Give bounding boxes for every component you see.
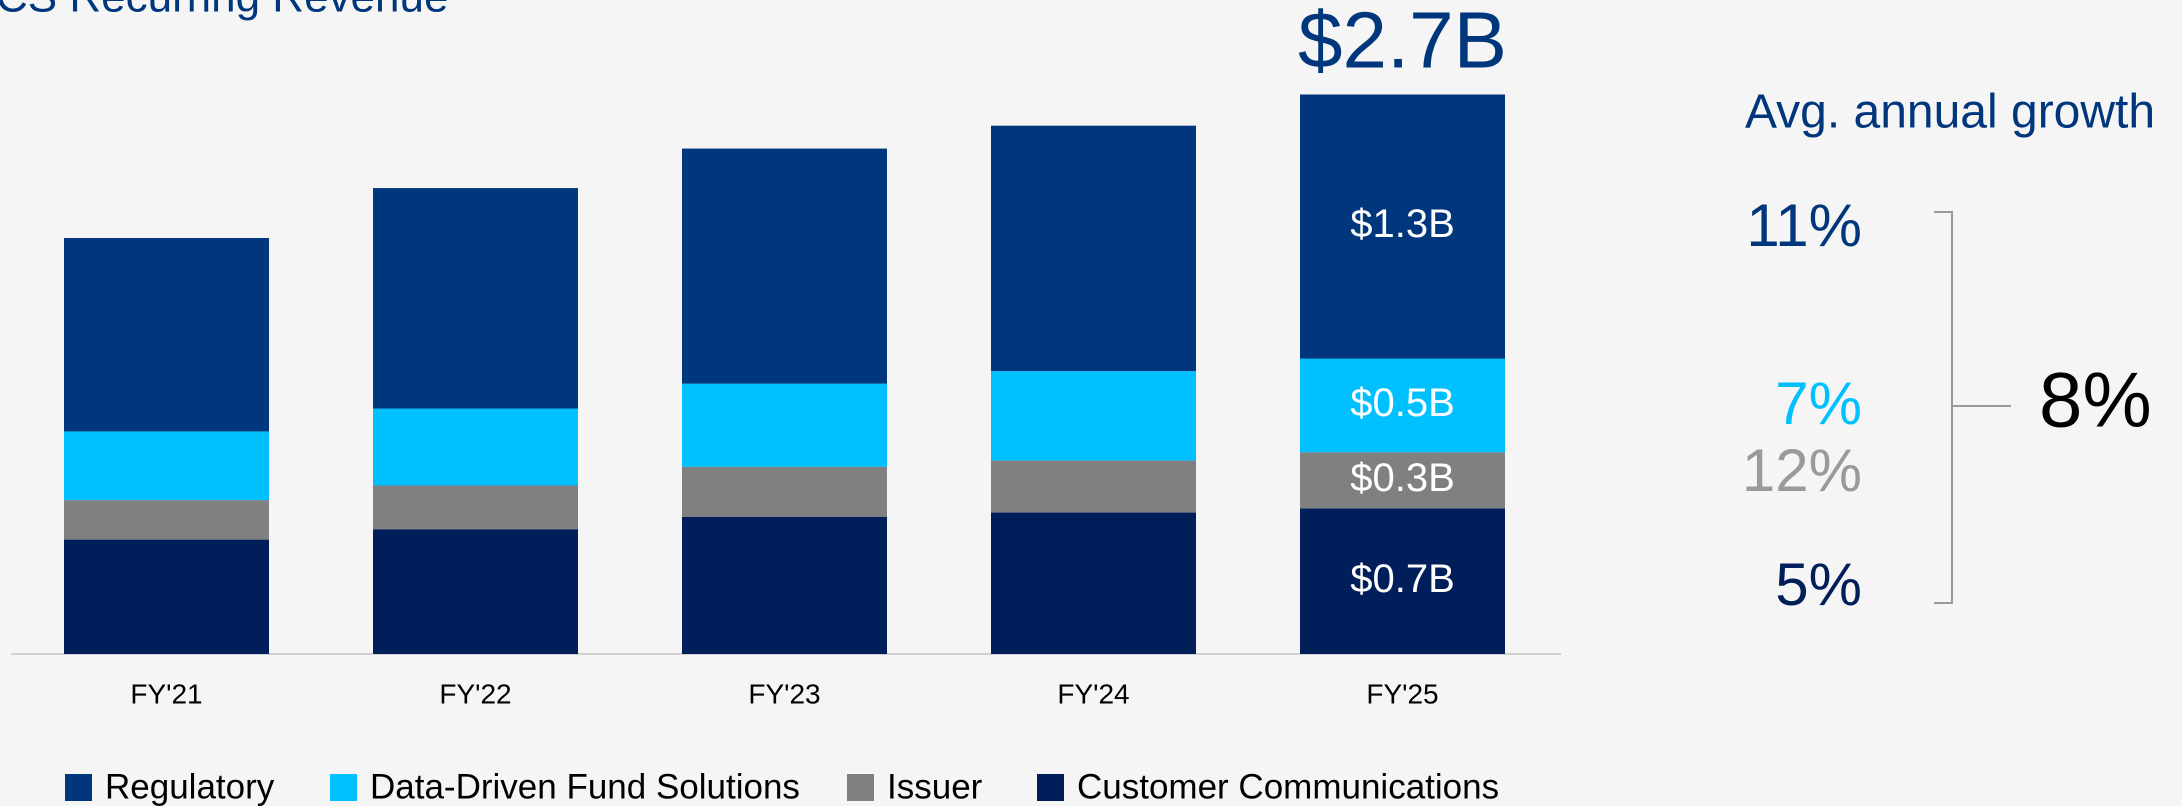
bar-segment — [373, 485, 578, 530]
bar-segment — [682, 148, 887, 384]
bar-segment — [682, 466, 887, 517]
x-tick-label: FY'22 — [439, 678, 511, 709]
bar-segment — [64, 431, 269, 501]
x-tick-label: FY'23 — [748, 678, 820, 709]
x-tick-label: FY'25 — [1366, 678, 1438, 709]
value-label: $0.5B — [1350, 381, 1455, 425]
bar-segment — [991, 460, 1196, 513]
total-label: $2.7B — [1298, 0, 1507, 85]
growth-value: 5% — [1775, 551, 1862, 618]
bar-segment — [991, 125, 1196, 372]
growth-value: 11% — [1746, 192, 1862, 259]
value-label: $0.7B — [1350, 557, 1455, 601]
bar-segment — [373, 529, 578, 654]
bar-segment — [64, 539, 269, 654]
bar-segment — [1300, 508, 1505, 654]
value-label: $1.3B — [1350, 202, 1455, 246]
bar-segment — [373, 408, 578, 486]
bar-segment — [1300, 358, 1505, 453]
legend-label: Data-Driven Fund Solutions — [370, 767, 800, 806]
bar-segment — [64, 500, 269, 540]
legend-label: Customer Communications — [1077, 767, 1499, 806]
legend-label: Issuer — [887, 767, 983, 806]
bar-segment — [682, 383, 887, 467]
value-label: $0.3B — [1350, 456, 1455, 500]
growth-value: 12% — [1742, 437, 1862, 504]
bar-segment — [991, 512, 1196, 654]
x-tick-label: FY'21 — [130, 678, 202, 709]
bar-segment — [64, 238, 269, 432]
chart-title: CS Recurring Revenue — [0, 0, 448, 22]
legend-swatch — [1037, 774, 1064, 801]
bar-segment — [1300, 94, 1505, 359]
growth-value: 7% — [1775, 370, 1862, 437]
bar-segment — [1300, 452, 1505, 509]
bar-segment — [991, 371, 1196, 461]
bar-segment — [373, 188, 578, 409]
legend-label: Regulatory — [105, 767, 275, 806]
x-tick-label: FY'24 — [1057, 678, 1129, 709]
overall-growth: 8% — [2039, 356, 2152, 444]
legend-swatch — [65, 774, 92, 801]
legend-swatch — [847, 774, 874, 801]
bar-segment — [682, 516, 887, 654]
growth-title: Avg. annual growth — [1745, 86, 2155, 139]
bracket — [1934, 211, 2011, 604]
legend-swatch — [330, 774, 357, 801]
